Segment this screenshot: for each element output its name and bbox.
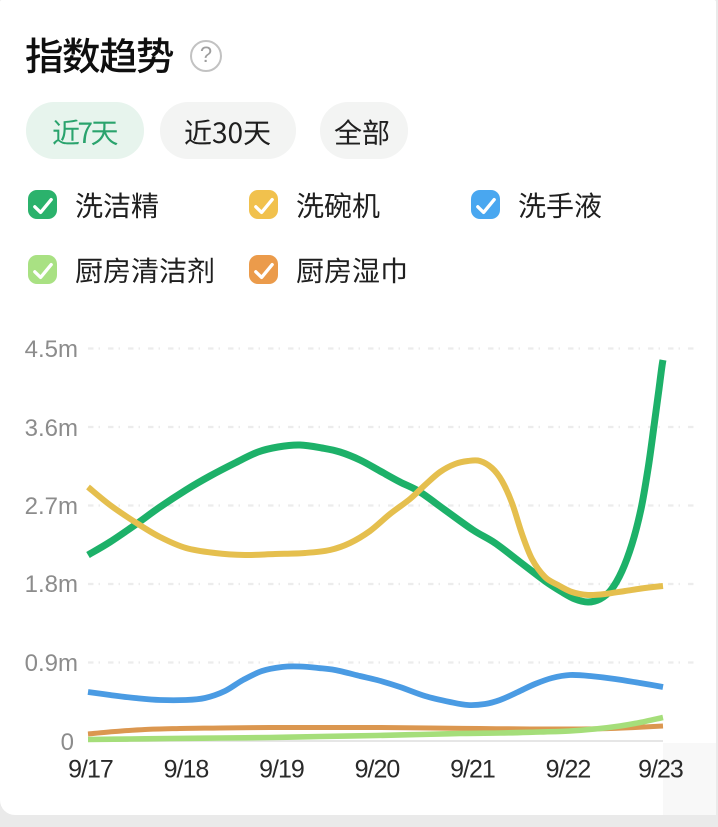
svg-text:0.9m: 0.9m	[25, 650, 78, 677]
svg-text:9/22: 9/22	[546, 756, 591, 784]
svg-text:3.6m: 3.6m	[25, 415, 78, 442]
svg-text:1.8m: 1.8m	[25, 571, 78, 598]
svg-text:9/17: 9/17	[68, 756, 113, 784]
svg-text:9/20: 9/20	[355, 756, 400, 784]
svg-text:4.5m: 4.5m	[25, 336, 78, 363]
svg-text:9/21: 9/21	[450, 756, 495, 784]
svg-text:0: 0	[61, 729, 74, 756]
svg-text:2.7m: 2.7m	[25, 493, 78, 520]
svg-text:9/18: 9/18	[164, 756, 209, 784]
svg-text:9/23: 9/23	[638, 756, 683, 784]
svg-text:9/19: 9/19	[259, 756, 304, 784]
